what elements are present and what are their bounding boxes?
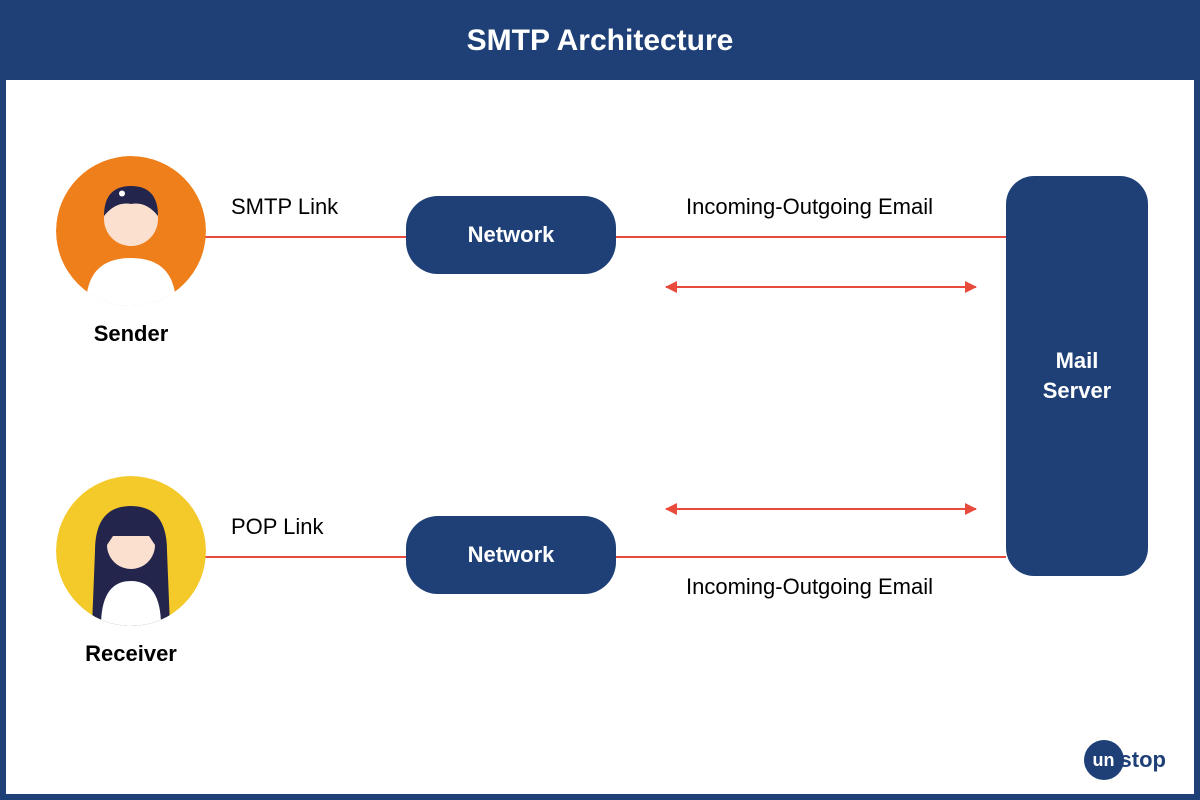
line-sender-to-network <box>196 236 406 238</box>
label-io-email-bottom: Incoming-Outgoing Email <box>686 574 933 600</box>
sender-avatar-icon <box>56 156 206 306</box>
mail-server-label: MailServer <box>1043 346 1112 405</box>
arrow-bottom-bidirectional <box>666 508 976 510</box>
receiver-avatar-icon <box>56 476 206 626</box>
sender-label: Sender <box>56 321 206 347</box>
network-node-top: Network <box>406 196 616 274</box>
line-receiver-to-network <box>196 556 406 558</box>
diagram-canvas: SMTP Link POP Link Incoming-Outgoing Ema… <box>6 76 1194 794</box>
receiver-label: Receiver <box>56 641 206 667</box>
label-smtp-link: SMTP Link <box>231 194 338 220</box>
label-io-email-top: Incoming-Outgoing Email <box>686 194 933 220</box>
line-network-to-server-top <box>616 236 1006 238</box>
mail-server-node: MailServer <box>1006 176 1148 576</box>
diagram-frame: SMTP Architecture SMTP Link POP Link Inc… <box>0 0 1200 800</box>
diagram-title: SMTP Architecture <box>6 6 1194 80</box>
line-network-to-server-bottom <box>616 556 1006 558</box>
logo-badge: un <box>1084 740 1124 780</box>
arrow-top-bidirectional <box>666 286 976 288</box>
logo-text: stop <box>1120 747 1166 773</box>
brand-logo: unstop <box>1084 740 1166 780</box>
network-node-bottom: Network <box>406 516 616 594</box>
label-pop-link: POP Link <box>231 514 324 540</box>
